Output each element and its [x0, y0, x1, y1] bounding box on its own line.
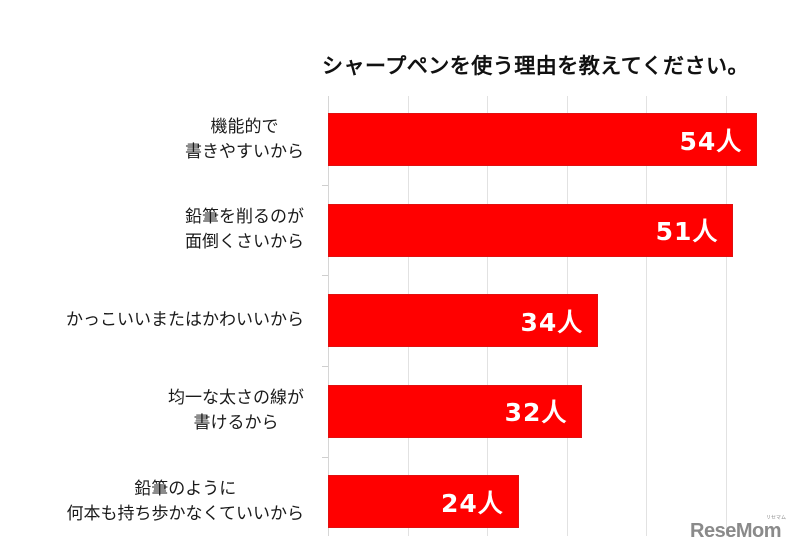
category-label: 均一な太さの線が 書けるから: [168, 386, 304, 436]
bar-value-label: 54人: [679, 126, 743, 156]
category-label-line2: 書けるから: [193, 413, 279, 434]
axis-tick: [322, 456, 328, 458]
chart-title: シャープペンを使う理由を教えてください。: [322, 54, 750, 78]
axis-tick: [322, 275, 328, 277]
resemom-logo: ReseMom: [690, 520, 781, 542]
category-label-line1: 機能的で: [210, 116, 279, 137]
bar: 54人: [328, 113, 758, 166]
category-label-line1: 均一な太さの線が: [168, 388, 304, 409]
bar: 34人: [328, 294, 599, 348]
bar-value-label: 34人: [520, 307, 584, 337]
axis-tick: [322, 184, 328, 186]
category-label: 鉛筆のように何本も持ち歩かなくていいから: [67, 477, 305, 527]
bar-value-label: 24人: [441, 488, 504, 518]
category-label-line2: 書きやすいから: [185, 141, 304, 162]
gridline: [646, 96, 647, 536]
category-label-line1: 鉛筆のように: [134, 478, 237, 499]
category-label-line2: 何本も持ち歩かなくていいから: [66, 503, 305, 524]
bar-value-label: 32人: [504, 398, 568, 428]
bar: 51人: [328, 203, 734, 257]
category-label: 鉛筆を削るのが 面倒くさいから: [185, 205, 304, 255]
resemom-logo-sub: リセマム: [766, 515, 787, 521]
category-label: 機能的で書きやすいから: [185, 115, 304, 165]
axis-tick: [322, 366, 328, 367]
bar: 24人: [328, 475, 519, 529]
bar-value-label: 51人: [655, 217, 719, 247]
category-label-line2: 面倒くさいから: [185, 232, 304, 253]
category-label: かっこいいまたはかわいいから: [66, 308, 304, 333]
gridline: [725, 96, 727, 536]
category-label-line1: 鉛筆を削るのが: [185, 207, 304, 228]
category-label-line1: かっこいいまたはかわいいから: [66, 310, 304, 331]
bar: 32人: [328, 384, 583, 438]
